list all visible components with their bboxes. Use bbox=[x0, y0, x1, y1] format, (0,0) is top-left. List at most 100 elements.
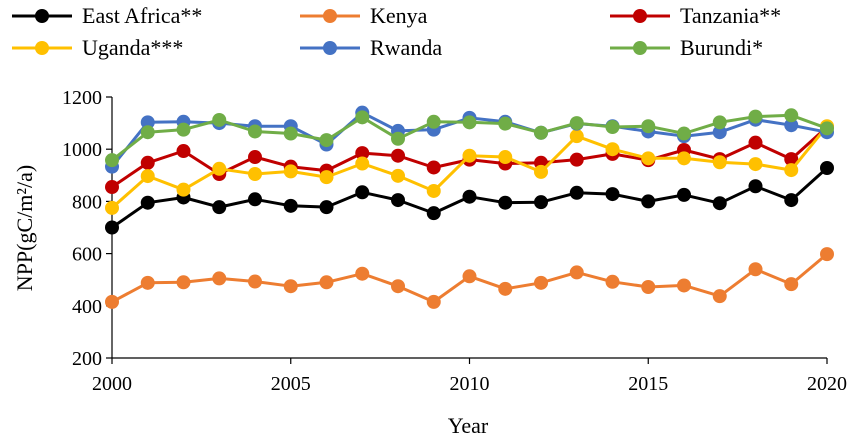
data-point-uganda bbox=[605, 142, 620, 157]
data-point-east-africa bbox=[391, 193, 405, 208]
data-point-east-africa bbox=[248, 192, 262, 207]
data-point-kenya bbox=[462, 269, 477, 284]
legend-label-rwanda: Rwanda bbox=[370, 35, 442, 60]
data-point-burundi bbox=[248, 124, 262, 139]
legend-item-kenya: Kenya bbox=[300, 3, 428, 28]
series-east-africa bbox=[105, 160, 834, 235]
data-point-uganda bbox=[426, 183, 441, 198]
data-point-burundi bbox=[140, 125, 155, 140]
data-point-uganda bbox=[105, 200, 119, 215]
data-point-east-africa bbox=[355, 185, 370, 200]
legend-label-kenya: Kenya bbox=[370, 3, 428, 28]
data-point-east-africa bbox=[677, 187, 691, 202]
x-tick-label: 2010 bbox=[450, 373, 490, 395]
data-point-tanzania bbox=[248, 150, 262, 165]
data-point-burundi bbox=[569, 116, 584, 131]
data-point-burundi bbox=[534, 125, 548, 140]
data-point-kenya bbox=[355, 266, 370, 281]
data-point-east-africa bbox=[140, 195, 155, 210]
data-point-uganda bbox=[212, 161, 227, 176]
data-point-kenya bbox=[140, 275, 155, 290]
legend-item-rwanda: Rwanda bbox=[300, 35, 442, 60]
data-point-kenya bbox=[641, 280, 656, 295]
legend: East Africa** Kenya Tanzania** Uganda*** Rwa… bbox=[12, 3, 781, 60]
data-point-uganda bbox=[283, 164, 298, 179]
data-point-tanzania bbox=[140, 155, 155, 170]
series-uganda bbox=[105, 119, 834, 215]
data-point-uganda bbox=[355, 156, 370, 171]
data-point-burundi bbox=[391, 131, 405, 146]
legend-label-uganda: Uganda*** bbox=[82, 35, 183, 60]
data-point-kenya bbox=[498, 281, 513, 296]
data-point-uganda bbox=[319, 170, 334, 185]
data-point-uganda bbox=[641, 151, 656, 166]
data-point-east-africa bbox=[462, 189, 477, 204]
data-point-tanzania bbox=[355, 146, 370, 161]
data-point-uganda bbox=[462, 148, 477, 163]
data-point-east-africa bbox=[426, 206, 441, 221]
data-point-uganda bbox=[391, 168, 405, 183]
data-point-kenya bbox=[176, 275, 191, 290]
data-point-burundi bbox=[426, 114, 441, 129]
data-point-uganda bbox=[176, 182, 191, 197]
y-tick-label: 400 bbox=[72, 296, 102, 318]
data-point-east-africa bbox=[105, 220, 119, 235]
y-axis: 200 400 600 800 1000 1200 bbox=[62, 87, 113, 370]
data-point-east-africa bbox=[319, 200, 334, 215]
data-point-burundi bbox=[748, 109, 763, 124]
data-point-burundi bbox=[784, 108, 799, 123]
data-point-burundi bbox=[105, 153, 119, 168]
plot-area bbox=[105, 105, 834, 309]
data-point-uganda bbox=[498, 150, 513, 165]
data-point-kenya bbox=[748, 262, 763, 277]
x-tick-label: 2000 bbox=[92, 373, 132, 395]
data-point-kenya bbox=[534, 275, 548, 290]
legend-item-burundi: Burundi* bbox=[610, 35, 763, 60]
data-point-rwanda bbox=[712, 125, 727, 140]
legend-item-tanzania: Tanzania** bbox=[610, 3, 781, 28]
y-tick-label: 1000 bbox=[62, 139, 102, 161]
data-point-burundi bbox=[283, 126, 298, 141]
legend-label-tanzania: Tanzania** bbox=[680, 3, 781, 28]
data-point-uganda bbox=[677, 151, 691, 166]
data-point-kenya bbox=[212, 271, 227, 286]
series-burundi bbox=[105, 108, 834, 168]
data-point-kenya bbox=[105, 294, 119, 309]
data-point-east-africa bbox=[712, 196, 727, 211]
data-point-burundi bbox=[176, 122, 191, 137]
data-point-uganda bbox=[569, 129, 584, 144]
data-point-rwanda bbox=[784, 118, 799, 133]
data-point-tanzania bbox=[391, 148, 405, 163]
legend-marker-uganda bbox=[35, 41, 49, 55]
data-point-east-africa bbox=[212, 200, 227, 215]
legend-marker-burundi bbox=[633, 41, 647, 55]
legend-label-burundi: Burundi* bbox=[680, 35, 763, 60]
data-point-burundi bbox=[712, 115, 727, 130]
x-tick-label: 2015 bbox=[628, 373, 668, 395]
x-axis-title: Year bbox=[448, 413, 489, 438]
data-point-east-africa bbox=[641, 194, 656, 209]
data-point-kenya bbox=[391, 279, 405, 294]
legend-marker-east-africa bbox=[35, 9, 49, 23]
data-point-uganda bbox=[784, 163, 799, 178]
data-point-burundi bbox=[462, 115, 477, 130]
legend-marker-kenya bbox=[323, 9, 337, 23]
y-tick-label: 200 bbox=[72, 348, 102, 370]
data-point-uganda bbox=[140, 169, 155, 184]
legend-marker-rwanda bbox=[323, 41, 337, 55]
data-point-kenya bbox=[712, 289, 727, 304]
data-point-kenya bbox=[319, 275, 334, 290]
data-point-east-africa bbox=[283, 198, 298, 213]
legend-item-uganda: Uganda*** bbox=[12, 35, 183, 60]
series-kenya bbox=[105, 247, 834, 309]
data-point-east-africa bbox=[784, 193, 799, 208]
data-point-tanzania bbox=[426, 160, 441, 175]
data-point-kenya bbox=[248, 274, 262, 289]
data-point-rwanda bbox=[140, 115, 155, 130]
data-point-burundi bbox=[212, 112, 227, 127]
data-point-east-africa bbox=[748, 179, 763, 194]
data-point-tanzania bbox=[176, 144, 191, 159]
data-point-uganda bbox=[748, 157, 763, 172]
data-point-burundi bbox=[498, 116, 513, 131]
data-point-east-africa bbox=[569, 185, 584, 200]
